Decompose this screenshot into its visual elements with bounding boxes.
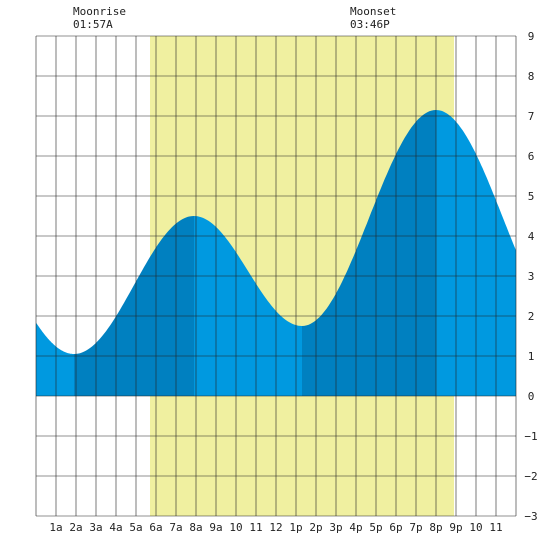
- tide-segment: [194, 216, 302, 396]
- x-tick-label: 2p: [309, 521, 322, 534]
- y-tick-label: −3: [524, 510, 537, 523]
- y-tick-label: −1: [524, 430, 537, 443]
- x-tick-label: 7p: [409, 521, 422, 534]
- y-tick-label: 9: [528, 30, 535, 43]
- x-tick-label: 1a: [49, 521, 62, 534]
- moonset-label: Moonset: [350, 5, 397, 18]
- tide-segment: [36, 322, 74, 396]
- tide-segment: [302, 110, 436, 396]
- x-tick-label: 10: [469, 521, 482, 534]
- y-tick-label: 0: [528, 390, 535, 403]
- x-tick-label: 5a: [129, 521, 142, 534]
- moonset-time: 03:46P: [350, 18, 390, 31]
- x-tick-label: 9p: [449, 521, 462, 534]
- tide-segment: [74, 216, 194, 396]
- moonrise-label: Moonrise: [73, 5, 126, 18]
- x-tick-label: 5p: [369, 521, 382, 534]
- x-tick-label: 3p: [329, 521, 342, 534]
- y-tick-label: 4: [528, 230, 535, 243]
- x-tick-label: 1p: [289, 521, 302, 534]
- y-tick-label: 2: [528, 310, 535, 323]
- y-tick-label: 6: [528, 150, 535, 163]
- x-tick-label: 3a: [89, 521, 102, 534]
- x-tick-label: 8p: [429, 521, 442, 534]
- x-tick-label: 6a: [149, 521, 162, 534]
- y-tick-label: 3: [528, 270, 535, 283]
- moonrise-time: 01:57A: [73, 18, 113, 31]
- x-tick-label: 9a: [209, 521, 222, 534]
- x-tick-label: 2a: [69, 521, 82, 534]
- y-tick-label: 8: [528, 70, 535, 83]
- x-tick-label: 4a: [109, 521, 122, 534]
- y-tick-label: 5: [528, 190, 535, 203]
- chart-grid: 1a 2a 3a 4a 5a 6a 7a 8a 9a 10 11 12 1p 2p 3p 4p 5p 6p 7p 8p…: [35, 30, 538, 534]
- x-tick-label: 6p: [389, 521, 402, 534]
- x-tick-label: 12: [269, 521, 282, 534]
- x-tick-label: 10: [229, 521, 242, 534]
- x-tick-label: 8a: [189, 521, 202, 534]
- y-tick-label: −2: [524, 470, 537, 483]
- x-tick-label: 7a: [169, 521, 182, 534]
- y-tick-label: 1: [528, 350, 535, 363]
- x-tick-label: 4p: [349, 521, 362, 534]
- x-tick-label: 11: [489, 521, 502, 534]
- y-tick-label: 7: [528, 110, 535, 123]
- x-tick-label: 11: [249, 521, 262, 534]
